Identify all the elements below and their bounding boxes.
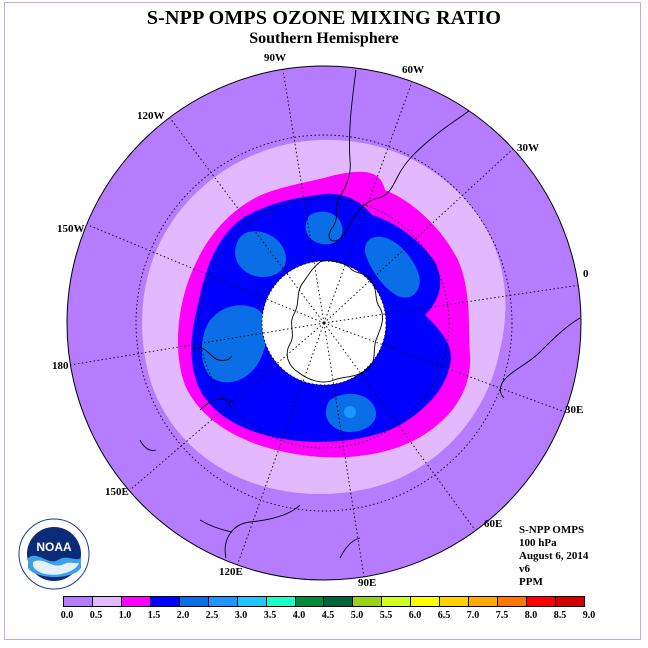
colorbar-segment (64, 597, 93, 606)
colorbar-tick-label: 8.5 (553, 610, 567, 621)
australia-coast (224, 504, 361, 559)
colorbar-tick-label: 5.0 (350, 610, 364, 621)
noaa-logo: NOAA (18, 518, 90, 590)
info-level: 100 hPa (519, 537, 557, 549)
lon-label-30w: 30W (517, 142, 539, 154)
colorbar-tick-label: 6.0 (408, 610, 422, 621)
colorbar-tick-label: 7.0 (466, 610, 480, 621)
map-info: S-NPP OMPS 100 hPa August 6, 2014 v6 PPM (519, 524, 588, 589)
info-instrument: S-NPP OMPS (519, 524, 585, 536)
colorbar-tick-label: 9.0 (582, 610, 596, 621)
lon-label-180: 180 (52, 360, 69, 372)
colorbar-segment (411, 597, 441, 606)
colorbar-segment (237, 597, 267, 606)
colorbar-segment (150, 597, 180, 606)
colorbar-tick-label: 8.0 (524, 610, 538, 621)
colorbar-tick-label: 0.5 (89, 610, 103, 621)
antarctica-coast (286, 259, 383, 383)
info-units: PPM (519, 576, 543, 588)
colorbar-tick-label: 3.0 (234, 610, 248, 621)
ozone-contour-2.0-2.5-a (234, 231, 287, 278)
colorbar-tick-label: 4.5 (321, 610, 335, 621)
map-title: S-NPP OMPS OZONE MIXING RATIO (146, 7, 502, 29)
colorbar-segment (382, 597, 412, 606)
south-america-coast (328, 69, 471, 242)
ozone-contour-2.5-3.0 (344, 406, 356, 418)
colorbar-segment (295, 597, 325, 606)
info-date: August 6, 2014 (519, 550, 589, 562)
lon-label-120w: 120W (137, 110, 165, 122)
map-subtitle: Southern Hemisphere (249, 30, 399, 47)
ozone-contour-2.0-2.5-b (305, 211, 343, 245)
new-zealand-coast (191, 347, 233, 411)
lon-label-150w: 150W (57, 223, 85, 235)
colorbar-tick-label: 1.5 (147, 610, 161, 621)
lon-label-90w: 90W (264, 52, 286, 64)
colorbar (63, 596, 585, 607)
colorbar-segment (179, 597, 209, 606)
figure-frame (4, 2, 641, 640)
lon-label-120e: 120E (219, 566, 243, 578)
lon-label-60e: 60E (484, 518, 503, 530)
colorbar-segment (555, 597, 584, 606)
lon-label-30e: 30E (565, 404, 584, 416)
colorbar-tick-label: 7.5 (495, 610, 509, 621)
colorbar-segment (527, 597, 556, 606)
colorbar-tick-label: 6.5 (437, 610, 451, 621)
africa-coast (499, 317, 581, 399)
colorbar-tick-label: 1.0 (118, 610, 132, 621)
coastlines (139, 69, 581, 559)
ozone-contour-2.0-2.5-d (201, 305, 267, 383)
colorbar-segment (208, 597, 238, 606)
colorbar-segment (469, 597, 499, 606)
colorbar-segment (440, 597, 470, 606)
colorbar-segment (266, 597, 296, 606)
indonesia-coast (139, 439, 233, 533)
south-pole-marker (322, 321, 326, 325)
colorbar-segment (92, 597, 122, 606)
lon-label-90e: 90E (358, 577, 377, 589)
colorbar-segment (353, 597, 383, 606)
map-boundary (66, 65, 582, 581)
colorbar-tick-label: 2.0 (176, 610, 190, 621)
ozone-contour-2.0-2.5-c (364, 236, 420, 298)
info-version: v6 (519, 563, 530, 575)
colorbar-tick-label: 5.5 (379, 610, 393, 621)
lon-label-150e: 150E (105, 486, 129, 498)
graticule (69, 69, 581, 578)
colorbar-tick-label: 4.0 (292, 610, 306, 621)
lon-label-60w: 60W (402, 64, 424, 76)
colorbar-tick-label: 3.5 (263, 610, 277, 621)
lon-label-0: 0 (583, 268, 589, 280)
colorbar-segment (121, 597, 151, 606)
colorbar-segment (324, 597, 354, 606)
colorbar-segment (498, 597, 527, 606)
colorbar-tick-label: 2.5 (205, 610, 219, 621)
colorbar-tick-label: 0.0 (60, 610, 74, 621)
noaa-logo-text: NOAA (36, 540, 72, 554)
